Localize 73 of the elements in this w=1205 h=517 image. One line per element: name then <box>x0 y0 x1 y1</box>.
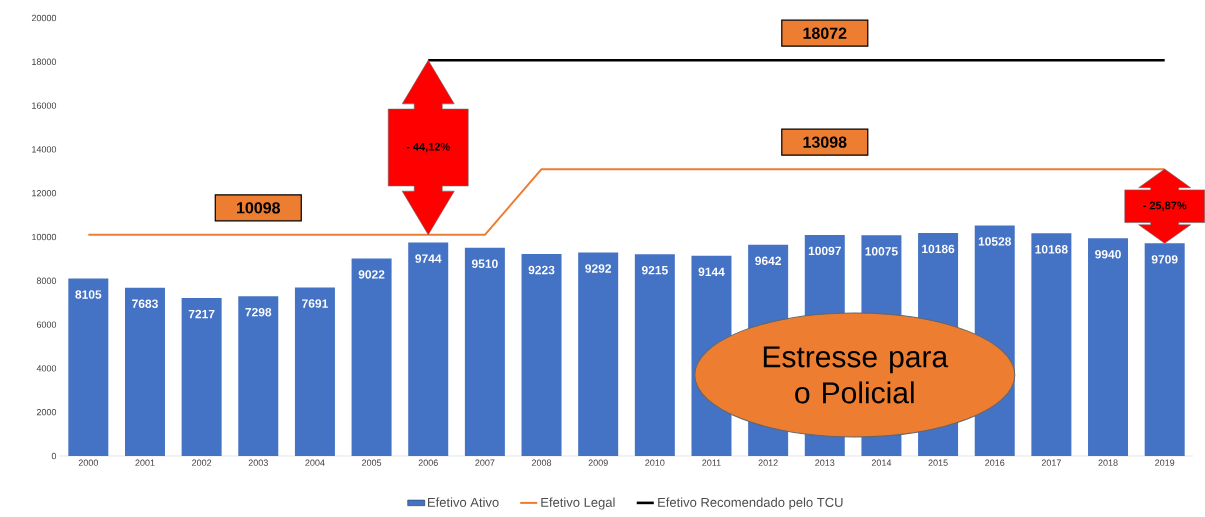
bar <box>1031 233 1072 456</box>
bar <box>634 254 675 456</box>
legend-label: Efetivo Ativo <box>428 497 499 507</box>
bar <box>124 287 165 456</box>
x-tick-label: 2009 <box>588 459 608 466</box>
x-tick-label: 2001 <box>135 459 155 466</box>
data-label: 7683 <box>132 299 158 309</box>
data-label: 9510 <box>471 259 498 268</box>
data-label: 10168 <box>1035 245 1068 254</box>
x-tick-label: 2015 <box>928 459 948 466</box>
x-tick-label: 2004 <box>305 459 325 466</box>
data-label: 7298 <box>245 307 272 317</box>
data-label: 7217 <box>188 309 215 319</box>
x-tick-label: 2017 <box>1041 459 1061 466</box>
x-tick-label: 2013 <box>815 459 835 466</box>
annotation: Estresse para o Policial <box>763 346 949 404</box>
y-tick-label: 18000 <box>32 58 57 65</box>
data-label: 10528 <box>978 237 1012 246</box>
y-tick-label: 6000 <box>36 321 57 328</box>
data-label: 9940 <box>1095 250 1121 259</box>
data-label: 9744 <box>415 254 442 263</box>
annotation: 18072 <box>803 27 847 39</box>
y-tick-label: 12000 <box>32 190 57 197</box>
x-tick-label: 2007 <box>475 459 495 466</box>
bar <box>464 247 505 456</box>
data-label: 10097 <box>808 246 841 256</box>
bar <box>68 278 109 456</box>
data-label: 9223 <box>528 265 555 275</box>
data-label: 9709 <box>1151 255 1178 264</box>
y-tick-label: 8000 <box>36 277 57 284</box>
data-label: 9144 <box>698 267 725 276</box>
x-tick-label: 2018 <box>1098 459 1118 466</box>
y-tick-label: 16000 <box>32 102 57 109</box>
bar <box>294 287 335 456</box>
annotation: - 25,87% <box>1143 201 1187 211</box>
bar <box>351 258 392 456</box>
data-label: 8105 <box>75 290 102 299</box>
x-tick-label: 2003 <box>248 459 268 466</box>
data-label: 9292 <box>585 264 612 273</box>
bar <box>238 296 279 456</box>
x-tick-label: 2012 <box>758 459 778 466</box>
x-tick-label: 2010 <box>645 459 665 466</box>
x-tick-label: 2002 <box>192 459 212 466</box>
x-tick-label: 2000 <box>78 459 98 466</box>
bar <box>1088 238 1129 456</box>
data-label: 9022 <box>358 270 385 279</box>
bar <box>578 252 619 456</box>
y-tick-label: 2000 <box>36 409 57 416</box>
x-tick-label: 2011 <box>702 459 721 466</box>
y-tick-label: 4000 <box>36 365 57 372</box>
annotation: 10098 <box>237 202 281 214</box>
x-tick-label: 2005 <box>362 459 382 466</box>
x-tick-label: 2014 <box>871 459 892 466</box>
annotation: 13098 <box>803 136 847 148</box>
x-tick-label: 2019 <box>1155 459 1175 466</box>
x-tick-label: 2006 <box>418 459 438 466</box>
data-label: 10075 <box>865 247 898 256</box>
bar <box>408 242 449 456</box>
bar <box>181 297 222 456</box>
y-tick-label: 14000 <box>32 146 57 153</box>
y-tick-label: 20000 <box>31 14 57 22</box>
x-tick-label: 2008 <box>531 459 552 466</box>
annotation: - 44,12% <box>406 142 450 153</box>
y-tick-label: 0 <box>51 452 57 460</box>
data-label: 7691 <box>302 299 328 308</box>
data-label: 9642 <box>755 256 781 266</box>
legend-label: Efetivo Legal <box>541 497 615 510</box>
data-label: 9215 <box>641 265 668 275</box>
bar <box>521 254 562 456</box>
legend-label: Efetivo Recomendado pelo TCU <box>658 497 843 510</box>
x-tick-label: 2016 <box>985 459 1005 466</box>
data-label: 10186 <box>922 244 955 254</box>
y-tick-label: 10000 <box>32 233 57 241</box>
